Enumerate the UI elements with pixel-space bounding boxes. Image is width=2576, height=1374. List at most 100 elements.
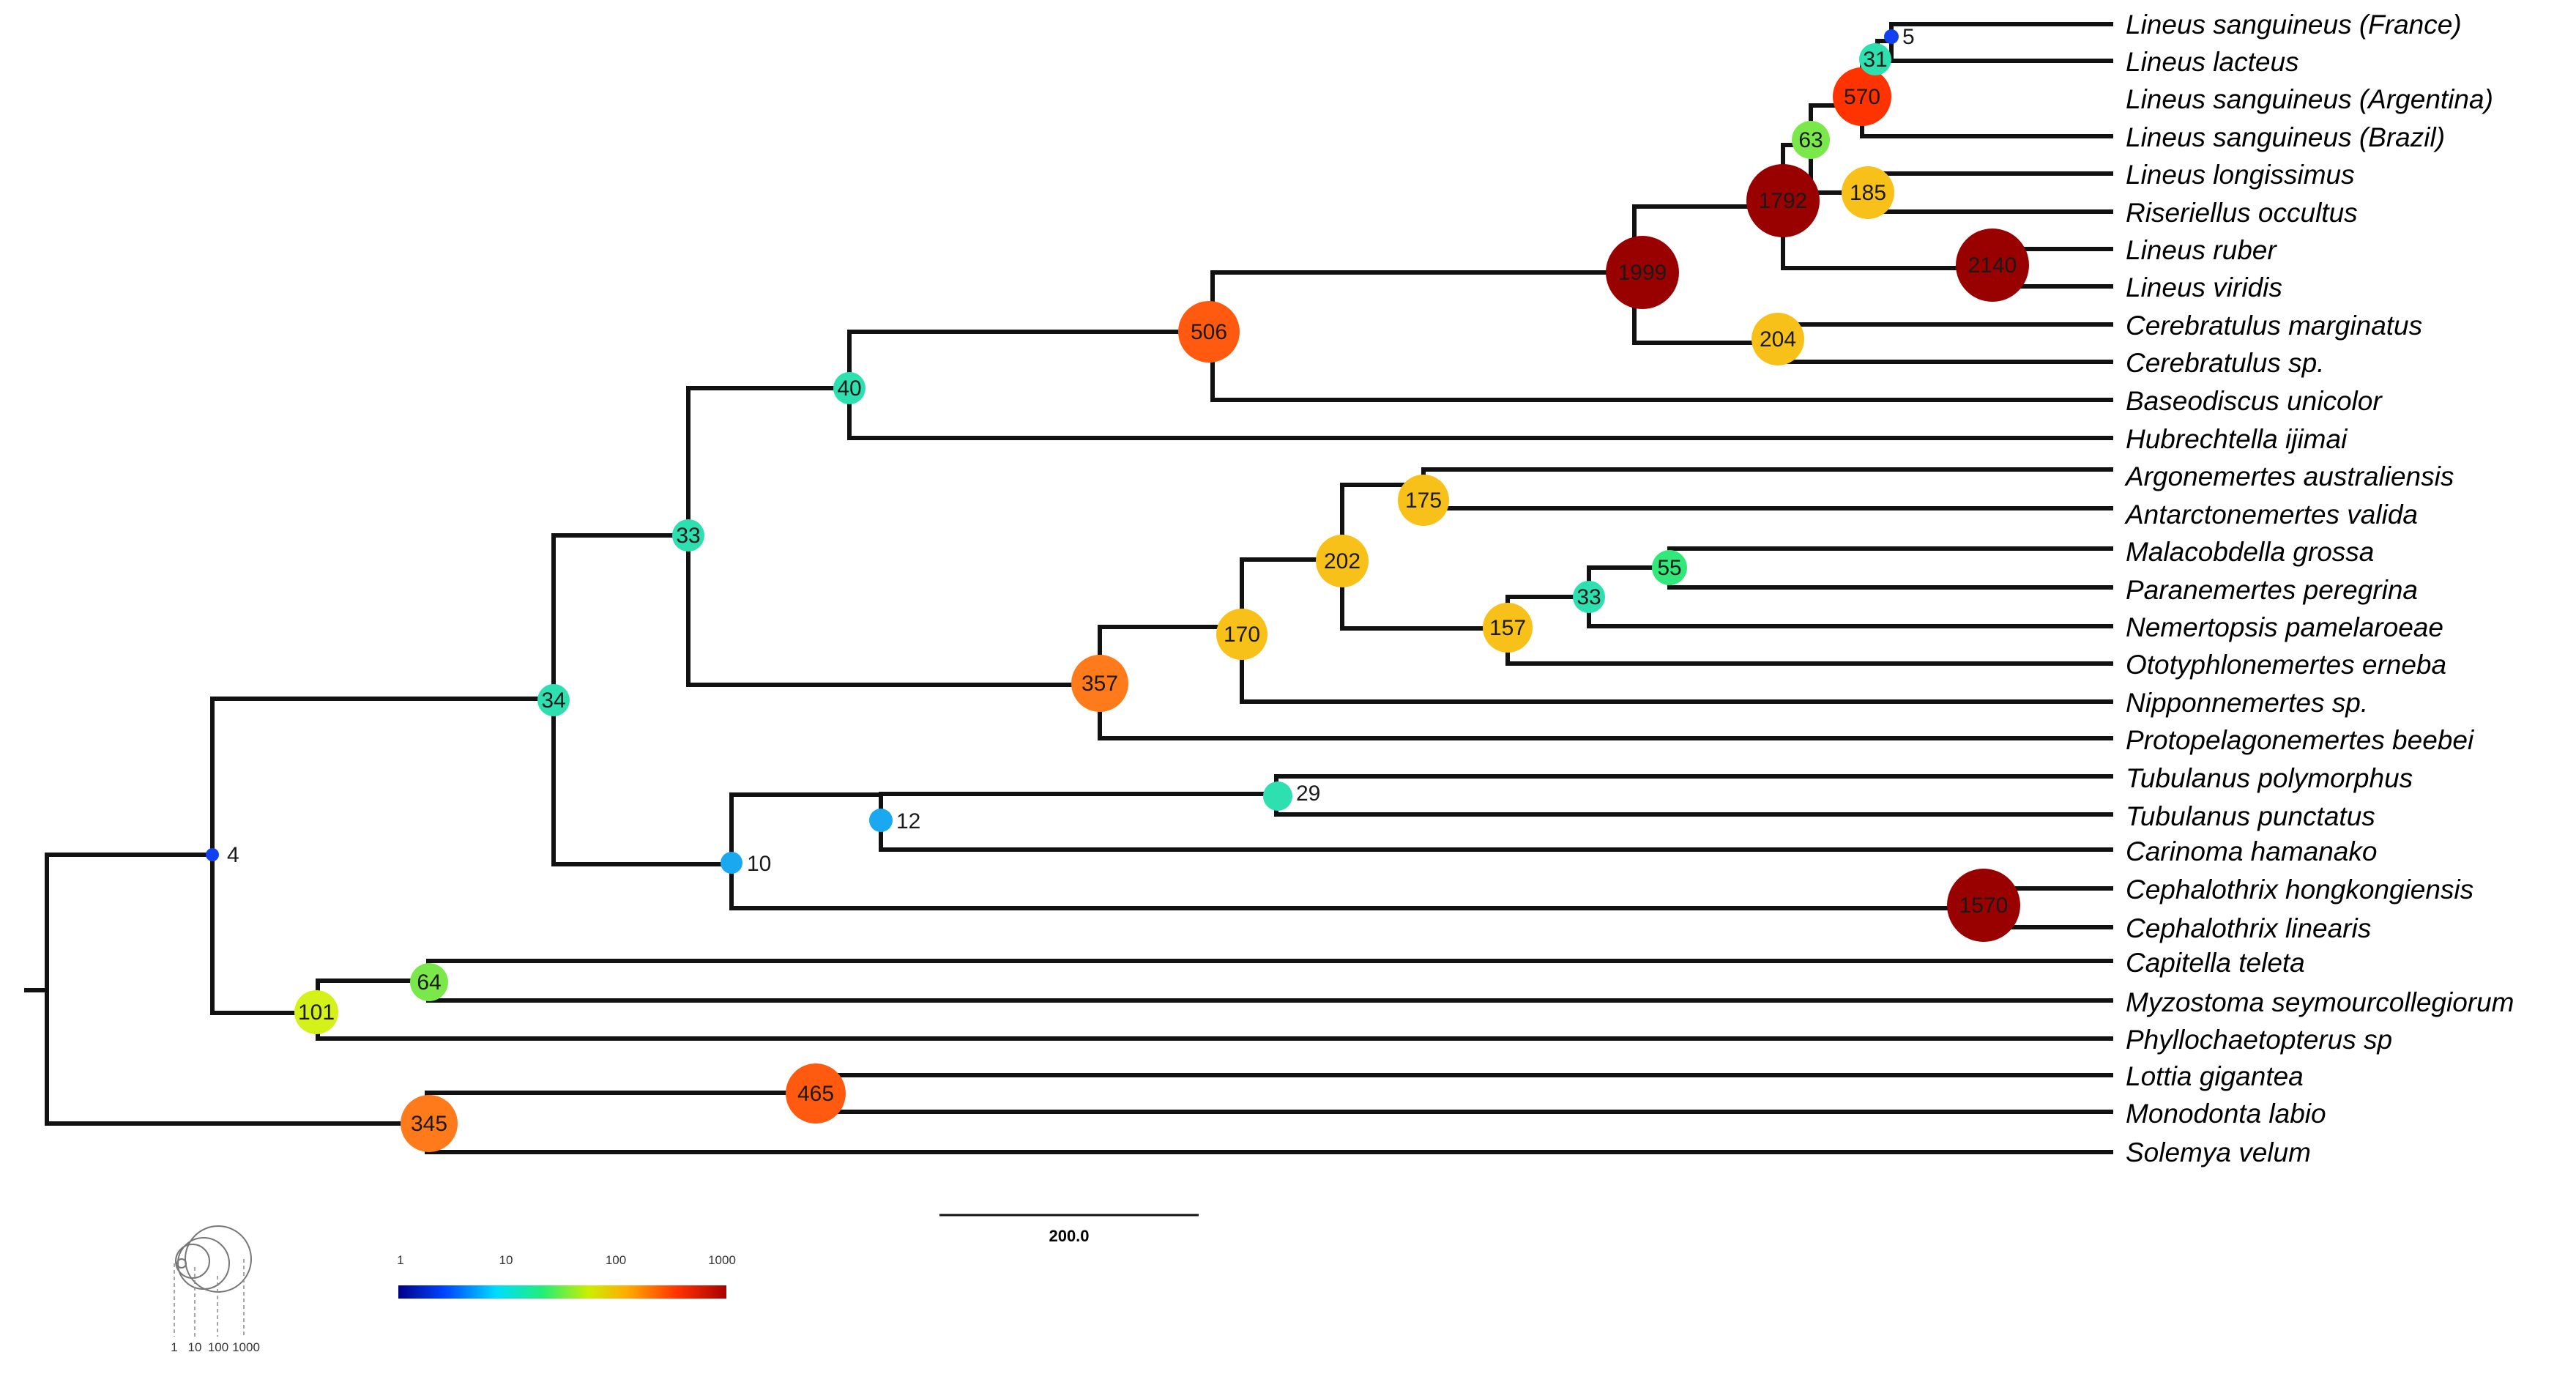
node-2140-circle [1956,229,2029,302]
taxon-label: Myzostoma seymourcollegiorum [2126,987,2514,1017]
node-465-count: 465 [797,1082,834,1106]
taxon-label: Cephalothrix linearis [2126,913,2371,943]
node-157: 157 [1483,603,1533,653]
taxon-label: Nipponnemertes sp. [2126,688,2368,718]
taxon-label: Cerebratulus sp. [2126,348,2324,378]
taxon-label: Lineus viridis [2126,272,2282,302]
size-legend-circle-10 [175,1244,210,1279]
node-204-circle [1752,313,1804,365]
taxon-label: Antarctonemertes valida [2124,500,2418,530]
taxon-label: Baseodiscus unicolor [2126,386,2383,416]
node-5-circle [1884,29,1899,44]
node-33-inner: 33 [1573,581,1605,613]
node-34-circle [537,684,570,716]
node-64-circle [410,963,448,1001]
node-345-count: 345 [411,1112,447,1136]
color-legend-tick: 10 [499,1253,513,1267]
node-1570-circle [1947,869,2020,942]
taxon-label: Phyllochaetopterus sp [2126,1025,2392,1055]
taxon-label: Lineus sanguineus (Brazil) [2126,122,2445,152]
node-31-count: 31 [1863,48,1887,72]
node-465: 465 [786,1063,846,1124]
color-legend: 1 10 100 1000 [397,1253,736,1299]
node-33-outer-circle [672,519,704,552]
node-29-circle [1263,781,1292,811]
taxon-label: Tubulanus punctatus [2126,801,2375,831]
node-170: 170 [1216,609,1267,660]
node-4: 4 [206,843,239,867]
node-63-circle [1792,121,1830,159]
node-1999: 1999 [1606,236,1679,309]
node-1792: 1792 [1746,164,1820,237]
size-legend-tick: 10 [188,1340,202,1354]
node-157-count: 157 [1489,616,1526,640]
color-legend-tick: 1 [397,1253,403,1267]
node-10-count: 10 [747,852,771,876]
taxon-label: Lineus ruber [2126,235,2277,265]
node-34-count: 34 [541,688,565,713]
color-legend-bar [398,1285,726,1299]
node-63: 63 [1792,121,1830,159]
node-506-circle [1178,301,1240,363]
node-33-inner-circle [1573,581,1605,613]
node-357-circle [1071,655,1128,712]
node-570-count: 570 [1844,85,1880,109]
node-570-circle [1833,67,1891,126]
node-55-count: 55 [1657,556,1681,580]
node-12-circle [869,809,893,832]
taxon-label: Cephalothrix hongkongiensis [2126,874,2473,905]
taxon-label: Lineus sanguineus (France) [2126,10,2462,40]
node-33-outer-count: 33 [676,524,700,548]
tree-branches [24,22,2113,1154]
tree-nodes: 4 34 33 40 506 1999 1792 63 [206,25,2029,1152]
taxon-label: Cerebratulus marginatus [2126,311,2422,341]
node-175-count: 175 [1405,489,1442,513]
node-506: 506 [1178,301,1240,363]
node-1570: 1570 [1947,869,2020,942]
node-2140-count: 2140 [1968,253,2017,278]
taxon-label: Malacobdella grossa [2126,537,2374,567]
node-64: 64 [410,963,448,1001]
node-55: 55 [1652,550,1687,585]
node-202-circle [1316,535,1369,587]
taxon-label: Ototyphlonemertes erneba [2126,650,2446,680]
size-legend-tick: 100 [208,1340,228,1354]
node-101-circle [294,990,338,1034]
taxon-label: Lottia gigantea [2126,1061,2304,1091]
taxon-label: Paranemertes peregrina [2126,575,2418,605]
taxon-labels: Lineus sanguineus (France) Lineus lacteu… [2124,10,2514,1167]
size-legend-circle-1 [176,1258,187,1269]
node-55-circle [1652,550,1687,585]
size-legend: 1 10 100 1000 [171,1225,260,1354]
node-1570-count: 1570 [1959,894,2009,918]
node-1999-circle [1606,236,1679,309]
node-204-count: 204 [1760,327,1796,352]
node-185-count: 185 [1850,181,1886,205]
node-63-count: 63 [1798,128,1823,152]
node-1792-count: 1792 [1759,189,1808,213]
node-12: 12 [869,809,920,833]
taxon-label: Argonemertes australiensis [2124,461,2454,491]
taxon-label: Riseriellus occultus [2126,198,2358,228]
size-legend-leaders [174,1259,245,1337]
scale-bar: 200.0 [939,1214,1199,1245]
node-10-circle [721,852,742,874]
node-345: 345 [401,1095,458,1152]
color-legend-tick: 1000 [708,1253,736,1267]
taxon-label: Capitella teleta [2126,948,2305,978]
node-570: 570 [1833,67,1891,126]
node-345-circle [401,1095,458,1152]
taxon-label: Hubrechtella ijimai [2126,424,2348,454]
node-202: 202 [1316,535,1369,587]
node-185: 185 [1842,166,1894,219]
node-31: 31 [1859,43,1891,75]
taxon-label: Solemya velum [2126,1137,2311,1167]
size-legend-tick: 1 [171,1340,177,1354]
node-29: 29 [1263,781,1320,811]
node-101: 101 [294,990,338,1034]
node-170-circle [1216,609,1267,660]
node-33-outer: 33 [672,519,704,552]
node-5-count: 5 [1902,25,1915,49]
node-4-count: 4 [227,843,239,867]
node-4-circle [206,848,219,861]
